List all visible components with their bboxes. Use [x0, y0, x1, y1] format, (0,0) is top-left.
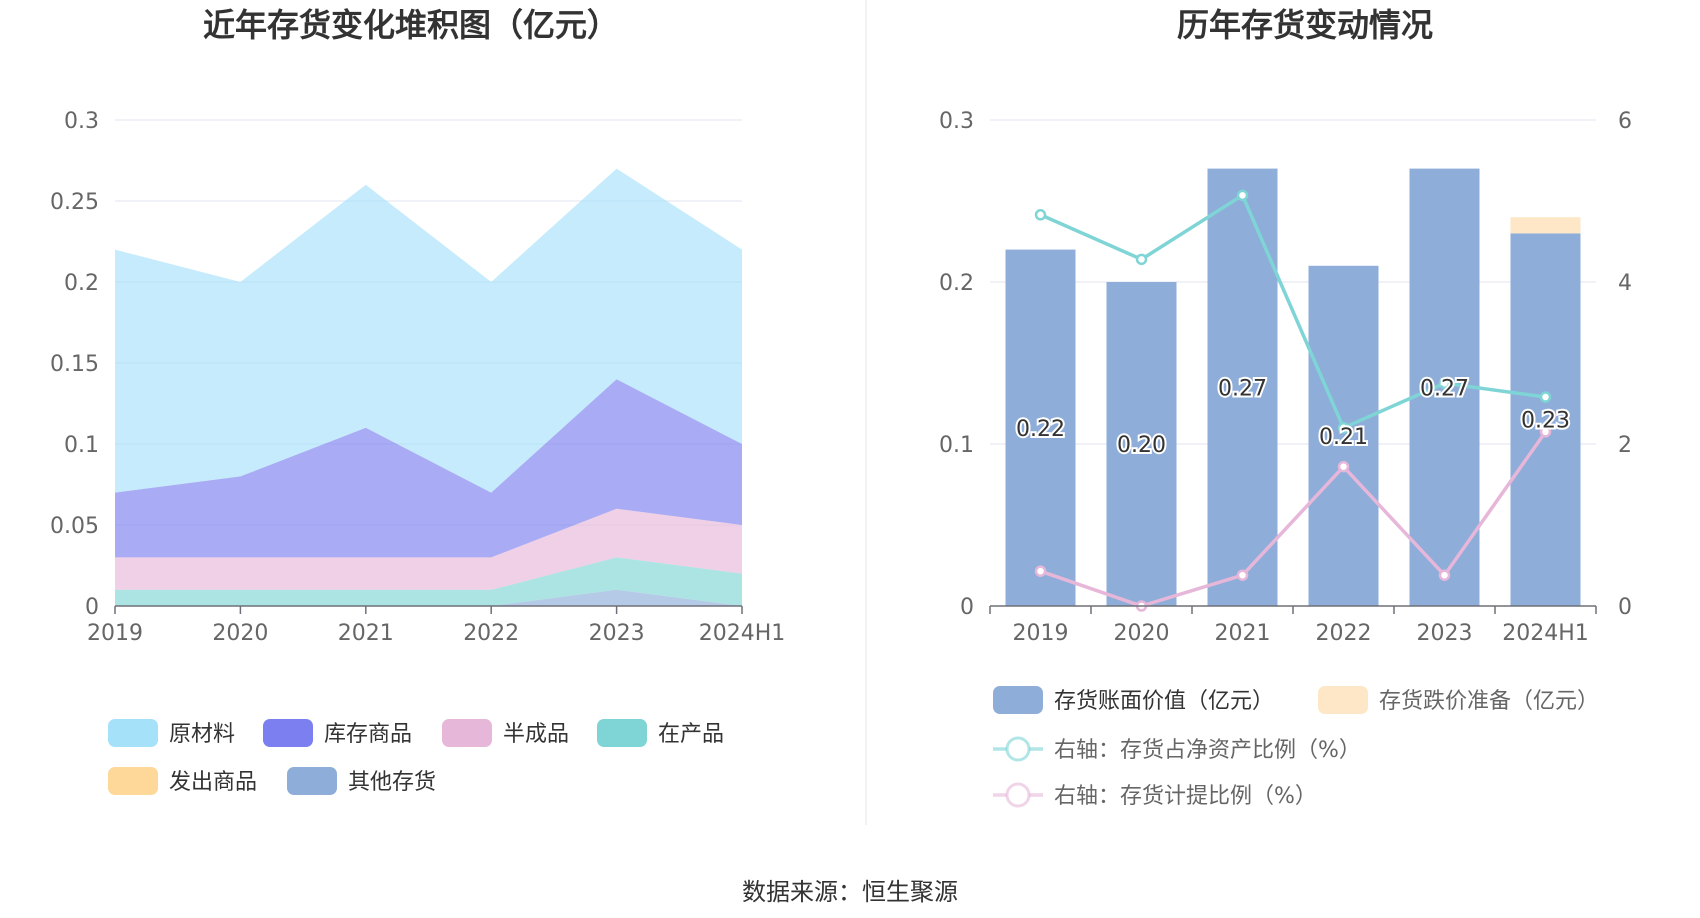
legend-label-发出商品: 发出商品: [169, 770, 257, 795]
area-series-原材料: [115, 168, 742, 493]
left-y-tick-label: 0.15: [50, 352, 99, 377]
left-chart-title: 近年存货变化堆积图（亿元）: [203, 6, 619, 44]
right-x-tick-label: 2019: [1013, 621, 1069, 646]
right-x-tick-label: 2020: [1114, 621, 1170, 646]
point-右轴：存货占净资产比例（%）-2019: [1034, 209, 1047, 221]
bar-value-label: 0.23: [1521, 409, 1570, 434]
left-x-tick-label: 2024H1: [699, 621, 786, 646]
line-右轴：存货计提比例（%）: [1039, 430, 1547, 608]
legend-swatch-原材料: [108, 719, 158, 747]
point-右轴：存货占净资产比例（%）-2022: [1337, 422, 1350, 434]
bar-存货账面价值（亿元）-2020: [1106, 282, 1177, 606]
left-x-tick-label: 2022: [463, 621, 519, 646]
left-y-tick-label: 0.2: [64, 271, 99, 296]
legend-label-在产品: 在产品: [658, 722, 724, 747]
legend-label-右轴：存货计提比例（%）: 右轴：存货计提比例（%）: [1054, 784, 1317, 809]
legend-swatch-marker-右轴：存货占净资产比例（%）: [1005, 736, 1031, 762]
legend-swatch-库存商品: [263, 719, 313, 747]
bar-value-label: 0.21: [1319, 425, 1368, 450]
legend-swatch-发出商品: [108, 767, 158, 795]
right-y-tick-label: 0.3: [939, 109, 974, 134]
left-x-tick-label: 2019: [87, 621, 143, 646]
right-x-tick-label: 2023: [1417, 621, 1473, 646]
right-y2-tick-label: 4: [1618, 271, 1632, 296]
point-右轴：存货计提比例（%）-2022: [1337, 460, 1350, 473]
bar-value-label: 0.27: [1218, 376, 1267, 401]
area-series-在产品: [115, 557, 742, 606]
legend-label-其他存货: 其他存货: [348, 770, 436, 795]
bar-value-label: 0.27: [1420, 376, 1469, 401]
left-y-tick-label: 0: [85, 595, 99, 620]
legend-swatch-存货账面价值（亿元）: [993, 686, 1043, 714]
left-axes: 2019 2020 2021 2022 2023 2024H1: [87, 605, 786, 646]
area-series-库存商品: [115, 379, 742, 558]
right-legend: 存货账面价值（亿元） 存货跌价准备（亿元） 右轴：存货占净资产比例（%） 右轴：存货计…: [993, 686, 1599, 809]
legend-swatch-半成品: [442, 719, 492, 747]
point-右轴：存货计提比例（%）-2024H1: [1539, 426, 1552, 438]
point-右轴：存货占净资产比例（%）-2024H1: [1539, 391, 1552, 403]
right-data-labels: 0.22 0.20 0.27 0.21 0.27 0.23: [1014, 374, 1572, 460]
area-series-半成品: [115, 508, 742, 590]
bar-value-label: 0.20: [1117, 433, 1166, 458]
point-右轴：存货计提比例（%）-2023: [1438, 569, 1451, 581]
left-x-tick-label: 2020: [212, 621, 268, 646]
point-右轴：存货计提比例（%）-2021: [1236, 569, 1249, 581]
right-y2-tick-label: 0: [1618, 595, 1632, 620]
right-grid: 0 0.1 0.2 0.3 0 2 4 6: [939, 109, 1632, 620]
legend-swatch-在产品: [597, 719, 647, 747]
legend-swatch-存货跌价准备（亿元）: [1318, 686, 1368, 714]
line-右轴：存货占净资产比例（%）: [1039, 192, 1546, 431]
bar-存货账面价值（亿元）-2024H1: [1510, 233, 1581, 606]
right-bars: [1005, 168, 1581, 606]
legend-label-右轴：存货占净资产比例（%）: 右轴：存货占净资产比例（%）: [1054, 738, 1361, 763]
bar-value-label: 0.22: [1016, 417, 1065, 442]
bar-line-chart: 历年存货变动情况 0 0.1 0.2 0.3 0 2 4 6 0.22 0.20 0.27 0.21…: [939, 6, 1632, 809]
right-x-tick-label: 2021: [1215, 621, 1271, 646]
legend-label-半成品: 半成品: [503, 722, 569, 747]
right-x-tick-label: 2024H1: [1502, 621, 1589, 646]
right-y-tick-label: 0: [960, 595, 974, 620]
right-lines: [1034, 189, 1552, 612]
legend-swatch-其他存货: [287, 767, 337, 795]
legend-label-存货跌价准备（亿元）: 存货跌价准备（亿元）: [1379, 689, 1599, 714]
left-x-tick-label: 2021: [338, 621, 394, 646]
legend-label-存货账面价值（亿元）: 存货账面价值（亿元）: [1054, 689, 1274, 714]
right-y2-tick-label: 2: [1618, 433, 1632, 458]
bar-存货账面价值（亿元）-2021: [1207, 168, 1278, 606]
right-axes: 2019 2020 2021 2022 2023 2024H1: [989, 605, 1597, 646]
right-y2-tick-label: 6: [1618, 109, 1632, 134]
stacked-area-chart: 近年存货变化堆积图（亿元） 0 0.05 0.1 0.15 0.2 0.25 0.3 201…: [50, 6, 785, 795]
left-areas: [115, 168, 742, 606]
bar-存货跌价准备（亿元）-2024H1: [1510, 217, 1581, 234]
point-右轴：存货占净资产比例（%）-2023: [1438, 377, 1451, 389]
point-右轴：存货计提比例（%）-2019: [1034, 565, 1047, 577]
bar-存货账面价值（亿元）-2019: [1005, 249, 1076, 606]
point-右轴：存货占净资产比例（%）-2020: [1135, 253, 1148, 266]
legend-label-库存商品: 库存商品: [324, 722, 412, 747]
left-x-tick-label: 2023: [589, 621, 645, 646]
left-y-tick-label: 0.3: [64, 109, 99, 134]
left-y-tick-label: 0.05: [50, 514, 99, 539]
right-chart-title: 历年存货变动情况: [1177, 6, 1433, 44]
legend-swatch-marker-右轴：存货计提比例（%）: [1005, 782, 1031, 808]
bar-存货账面价值（亿元）-2022: [1308, 265, 1379, 606]
data-source: 数据来源：恒生聚源: [742, 878, 958, 906]
area-series-其他存货: [115, 589, 742, 606]
right-y-tick-label: 0.2: [939, 271, 974, 296]
legend-label-原材料: 原材料: [169, 722, 235, 747]
point-右轴：存货占净资产比例（%）-2021: [1236, 189, 1249, 202]
right-y-tick-label: 0.1: [939, 433, 974, 458]
left-y-tick-label: 0.1: [64, 433, 99, 458]
left-y-tick-label: 0.25: [50, 190, 99, 215]
right-x-tick-label: 2022: [1316, 621, 1372, 646]
